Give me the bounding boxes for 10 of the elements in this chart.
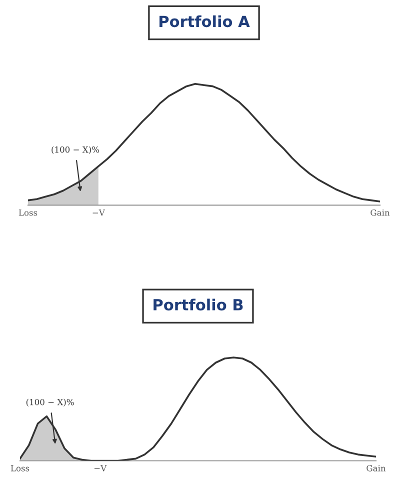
annotation: (100 − X)%	[52, 146, 100, 154]
x-tick-label: Loss	[18, 210, 38, 216]
x-tick-label: Gain	[370, 209, 390, 216]
x-tick-label: Gain	[366, 465, 386, 472]
chart-title: Portfolio B	[154, 298, 243, 311]
chart-title: Portfolio A	[160, 15, 250, 28]
x-tick-label: −V	[94, 465, 107, 472]
x-tick-label: −V	[92, 210, 106, 216]
x-tick-label: Loss	[10, 465, 30, 472]
annotation: (100 − X)%	[26, 398, 74, 406]
